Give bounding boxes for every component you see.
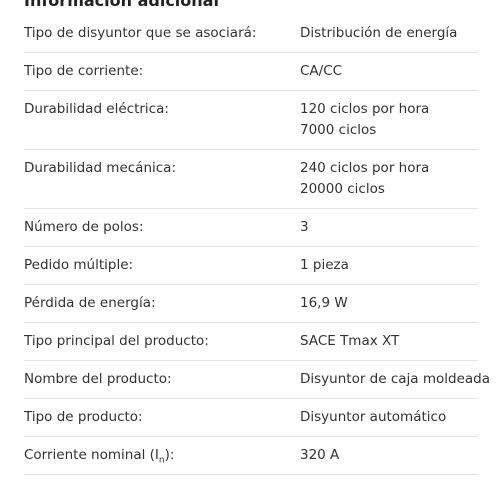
value-line: Distribución de energía (300, 25, 458, 41)
spec-row: Tipo de disyuntor que se asociará: Distri… (24, 15, 478, 53)
spec-value: Disyuntor de caja moldeada (300, 369, 490, 390)
label-text: Tipo de producto: (24, 409, 143, 425)
spec-value: 240 ciclos por hora 20000 ciclos (300, 158, 429, 200)
value-line: 3 (300, 219, 309, 235)
spec-label: Pedido múltiple: (24, 255, 133, 276)
value-line: 120 ciclos por hora (300, 101, 430, 117)
spec-value: 16,9 W (300, 293, 348, 314)
spec-label: Durabilidad mecánica: (24, 158, 176, 179)
value-line: 320 A (300, 447, 340, 463)
label-text: Nombre del producto: (24, 371, 172, 387)
spec-value: CA/CC (300, 61, 342, 82)
spec-label: Pérdida de energía: (24, 293, 156, 314)
spec-value: 3 (300, 217, 309, 238)
spec-label: Tipo de corriente: (24, 61, 143, 82)
label-text: Durabilidad mecánica: (24, 160, 177, 176)
spec-row: Durabilidad eléctrica: 120 ciclos por hor… (24, 91, 478, 150)
spec-row: Durabilidad mecánica: 240 ciclos por hora… (24, 150, 478, 209)
spec-value: Disyuntor automático (300, 407, 446, 428)
value-line: SACE Tmax XT (300, 333, 400, 349)
label-text: Tipo principal del producto: (24, 333, 209, 349)
label-text: Durabilidad eléctrica: (24, 101, 169, 117)
label-text: Tipo de disyuntor que se asociará: (24, 25, 257, 41)
label-text: Pérdida de energía: (24, 295, 156, 311)
section-heading: Información adicional (24, 0, 219, 10)
value-line: Disyuntor automático (300, 409, 447, 425)
spec-row: Corriente nominal (In): 320 A (24, 437, 478, 475)
label-subscript: n (158, 455, 165, 466)
spec-row: Pérdida de energía: 16,9 W (24, 285, 478, 323)
value-line: 1 pieza (300, 257, 349, 273)
value-line: 20000 ciclos (300, 181, 385, 197)
spec-row: Pedido múltiple: 1 pieza (24, 247, 478, 285)
label-text: Pedido múltiple: (24, 257, 134, 273)
spec-value: Distribución de energía (300, 23, 457, 44)
spec-value: SACE Tmax XT (300, 331, 399, 352)
spec-label: Corriente nominal (In): (24, 445, 174, 466)
spec-label: Tipo de disyuntor que se asociará: (24, 23, 256, 44)
value-line: 7000 ciclos (300, 122, 377, 138)
spec-label: Número de polos: (24, 217, 144, 238)
label-text: Tipo de corriente: (24, 63, 144, 79)
spec-value: 1 pieza (300, 255, 349, 276)
spec-label: Durabilidad eléctrica: (24, 99, 169, 120)
spec-row: Tipo de corriente: CA/CC (24, 53, 478, 91)
label-text: Número de polos: (24, 219, 144, 235)
spec-value: 120 ciclos por hora 7000 ciclos (300, 99, 429, 141)
value-line: Disyuntor de caja moldeada (300, 371, 491, 387)
spec-row: Tipo principal del producto: SACE Tmax XT (24, 323, 478, 361)
spec-label: Nombre del producto: (24, 369, 172, 390)
label-text: Corriente nominal (I (24, 447, 159, 463)
value-line: 240 ciclos por hora (300, 160, 430, 176)
value-line: 16,9 W (300, 295, 348, 311)
value-line: CA/CC (300, 63, 343, 79)
spec-label: Tipo principal del producto: (24, 331, 209, 352)
spec-row: Tipo de producto: Disyuntor automático (24, 399, 478, 437)
spec-label: Tipo de producto: (24, 407, 143, 428)
spec-row: Nombre del producto: Disyuntor de caja mo… (24, 361, 490, 399)
spec-row: Número de polos: 3 (24, 209, 478, 247)
label-text: ): (164, 447, 175, 463)
spec-value: 320 A (300, 445, 339, 466)
